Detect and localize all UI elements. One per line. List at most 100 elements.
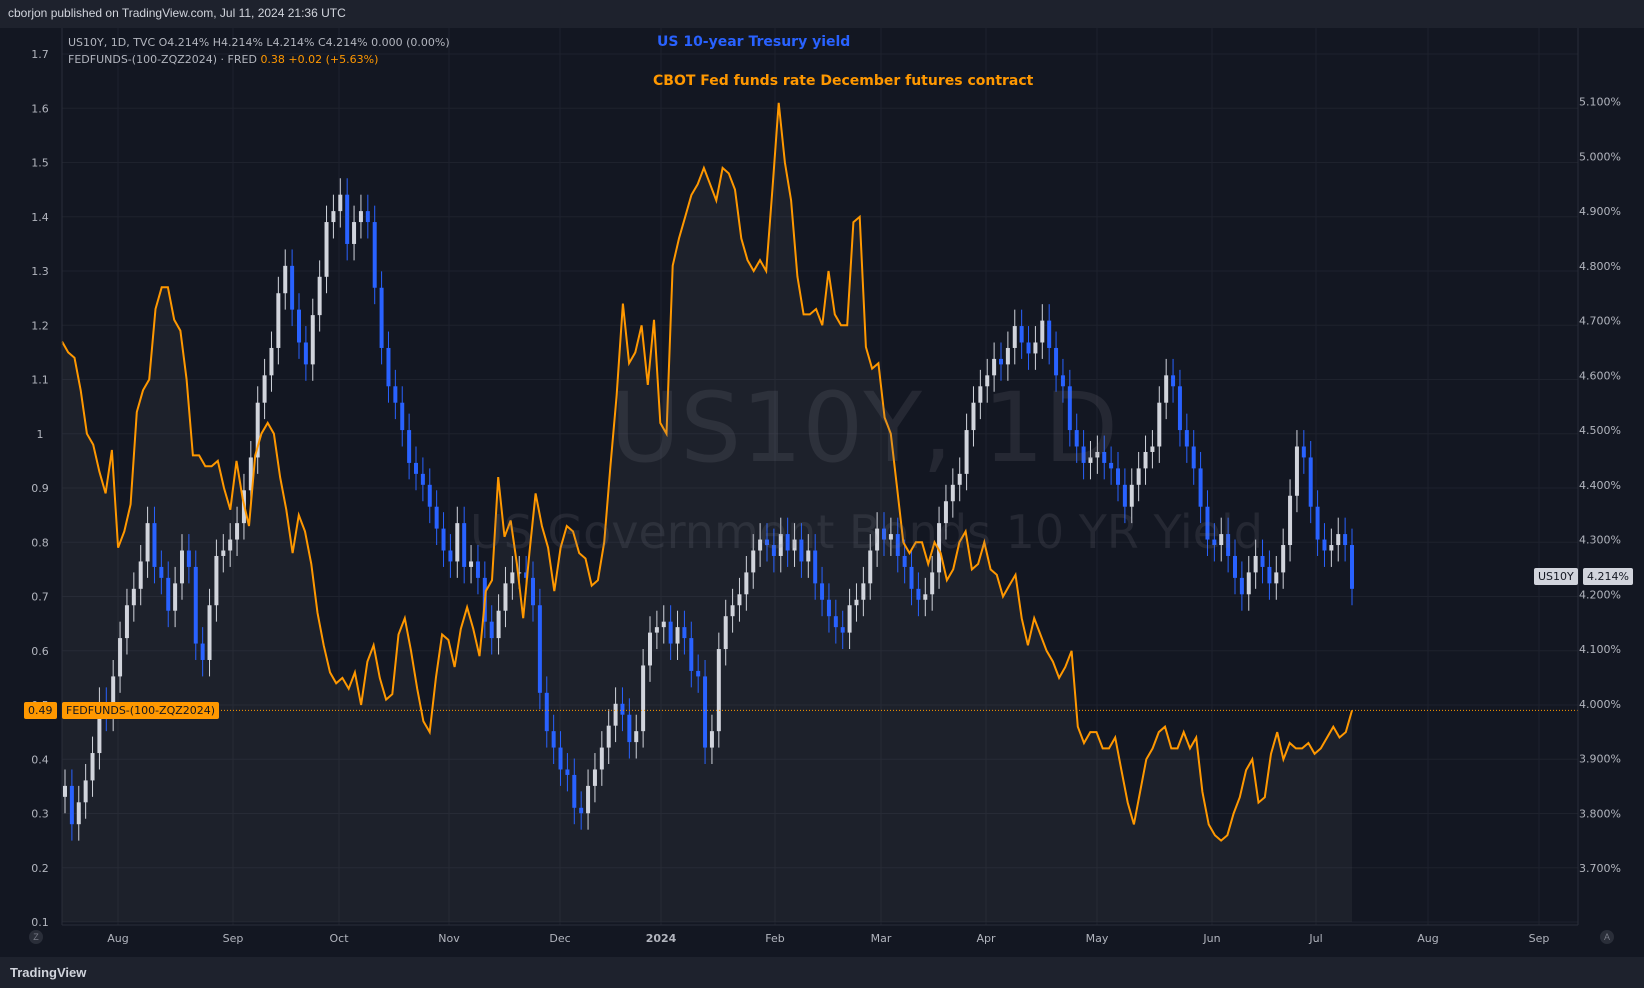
us10y-candle-body — [365, 211, 370, 223]
us10y-candle-body — [999, 358, 1003, 365]
annotation-us10y[interactable]: US 10-year Tresury yield — [657, 34, 851, 50]
us10y-candle-body — [744, 572, 749, 595]
us10y-candle-body — [950, 484, 955, 502]
us10y-candle-body — [765, 539, 769, 546]
us10y-candle-body — [586, 785, 591, 814]
fedfunds-value-tag: 0.49 — [24, 702, 57, 719]
us10y-candle-body — [338, 194, 343, 212]
x-axis-tick-label: Aug — [1417, 932, 1438, 945]
us10y-candle-body — [1205, 506, 1210, 540]
us10y-candle-body — [1005, 347, 1010, 365]
chart-canvas[interactable]: 0.10.20.30.40.50.60.70.80.911.11.21.31.4… — [0, 0, 1644, 957]
left-axis-tick-label: 1 — [37, 428, 44, 441]
legend-us10y[interactable]: US10Y, 1D, TVC O4.214% H4.214% L4.214% C… — [68, 36, 450, 49]
us10y-candle-body — [1239, 577, 1244, 595]
us10y-candle-body — [76, 802, 81, 825]
us10y-candle-body — [1315, 506, 1320, 540]
series-legend: US10Y, 1D, TVC O4.214% H4.214% L4.214% C… — [68, 34, 450, 68]
legend-fedfunds-values: 0.38 +0.02 (+5.63%) — [260, 53, 379, 66]
us10y-candle-body — [138, 561, 143, 589]
x-axis-tick-label: Nov — [438, 932, 460, 945]
us10y-candle-body — [1177, 386, 1182, 431]
left-axis-tick-label: 0.7 — [31, 591, 49, 604]
us10y-candle-body — [675, 627, 680, 644]
us10y-candle-body — [317, 276, 322, 316]
us10y-candle-body — [324, 222, 329, 277]
us10y-candle-body — [1012, 326, 1017, 348]
us10y-candle-body — [1102, 451, 1107, 463]
us10y-candle-body — [861, 583, 866, 600]
right-axis-tick-label: 4.400% — [1579, 479, 1621, 492]
us10y-candle-body — [1274, 572, 1279, 584]
right-axis-tick-label: 4.600% — [1579, 369, 1621, 382]
us10y-candle-body — [1060, 375, 1065, 387]
us10y-candle-body — [434, 506, 439, 529]
us10y-candle-body — [579, 807, 584, 814]
us10y-candle-body — [283, 265, 288, 294]
us10y-candle-body — [407, 430, 412, 463]
us10y-candle-body — [462, 523, 467, 567]
us10y-candle-body — [1143, 451, 1148, 469]
us10y-candle-body — [379, 287, 384, 348]
us10y-candle-body — [565, 769, 570, 775]
x-axis-tick-label: Sep — [1529, 932, 1550, 945]
x-axis-tick-label: Jul — [1308, 932, 1322, 945]
us10y-candle-body — [1047, 320, 1052, 348]
us10y-candle-body — [97, 703, 102, 754]
us10y-candle-body — [1288, 495, 1293, 546]
us10y-candle-body — [1253, 555, 1258, 573]
us10y-candle-body — [441, 528, 446, 551]
us10y-candle-body — [290, 265, 295, 310]
us10y-candle-body — [475, 561, 480, 578]
us10y-candle-body — [785, 534, 790, 551]
us10y-candle-body — [978, 386, 983, 403]
us10y-candle-body — [840, 627, 845, 633]
us10y-candle-body — [909, 566, 914, 589]
tradingview-logo[interactable]: TradingView — [10, 965, 87, 980]
annotation-fedfunds[interactable]: CBOT Fed funds rate December futures con… — [653, 73, 1034, 89]
us10y-candle-body — [620, 703, 625, 715]
us10y-candle-body — [159, 566, 164, 578]
us10y-candle-body — [303, 342, 308, 365]
us10y-candle-body — [1267, 566, 1272, 584]
timezone-button[interactable]: Z — [29, 930, 43, 944]
left-axis-tick-label: 0.8 — [31, 536, 49, 549]
us10y-candle-body — [235, 523, 240, 540]
description-watermark: US Government Bonds 10 YR Yield — [470, 505, 1263, 559]
us10y-candle-body — [310, 315, 315, 365]
us10y-candle-body — [544, 692, 549, 732]
us10y-candle-body — [1212, 539, 1217, 546]
us10y-candle-body — [668, 621, 673, 644]
us10y-candle-body — [737, 594, 742, 606]
us10y-candle-body — [372, 222, 377, 288]
us10y-candle-body — [1233, 555, 1237, 578]
us10y-candle-body — [200, 643, 205, 660]
auto-scale-button[interactable]: A — [1600, 930, 1614, 944]
us10y-candle-body — [826, 599, 831, 617]
us10y-candle-body — [592, 769, 597, 786]
left-axis-tick-label: 1.6 — [31, 102, 49, 115]
x-axis-tick-label: Feb — [765, 932, 784, 945]
us10y-candle-body — [255, 402, 260, 458]
us10y-candle-body — [496, 610, 501, 639]
us10y-candle-body — [957, 473, 962, 485]
left-axis-tick-label: 0.1 — [31, 916, 49, 929]
us10y-candle-body — [414, 462, 418, 474]
x-axis-tick-label: May — [1086, 932, 1109, 945]
legend-fedfunds[interactable]: FEDFUNDS-(100-ZQZ2024) · FRED 0.38 +0.02… — [68, 51, 450, 68]
left-axis-tick-label: 0.4 — [31, 753, 49, 766]
us10y-candle-body — [806, 550, 811, 562]
us10y-candle-body — [689, 638, 694, 671]
us10y-candle-body — [83, 780, 88, 803]
us10y-candle-body — [627, 714, 632, 743]
us10y-candle-body — [1246, 572, 1251, 595]
us10y-candle-body — [207, 605, 212, 660]
us10y-candle-body — [682, 627, 687, 639]
us10y-candle-body — [1136, 468, 1141, 485]
us10y-candle-body — [716, 649, 721, 732]
right-axis-tick-label: 4.200% — [1579, 588, 1621, 601]
us10y-candle-body — [531, 577, 535, 606]
us10y-candle-body — [882, 528, 886, 540]
us10y-candle-body — [1054, 347, 1059, 376]
us10y-candle-body — [1336, 534, 1341, 546]
